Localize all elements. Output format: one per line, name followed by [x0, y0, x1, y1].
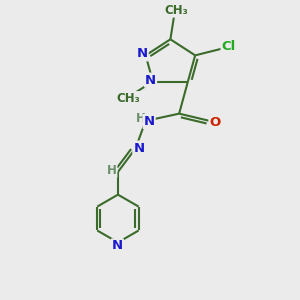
- Text: N: N: [112, 239, 123, 252]
- Text: H: H: [106, 164, 116, 177]
- Text: Cl: Cl: [222, 40, 236, 53]
- Text: H: H: [136, 112, 146, 124]
- Text: N: N: [134, 142, 145, 154]
- Text: N: N: [144, 115, 155, 128]
- Text: N: N: [136, 47, 148, 60]
- Text: O: O: [209, 116, 220, 129]
- Text: CH₃: CH₃: [116, 92, 140, 105]
- Text: N: N: [145, 74, 156, 87]
- Text: CH₃: CH₃: [164, 4, 188, 17]
